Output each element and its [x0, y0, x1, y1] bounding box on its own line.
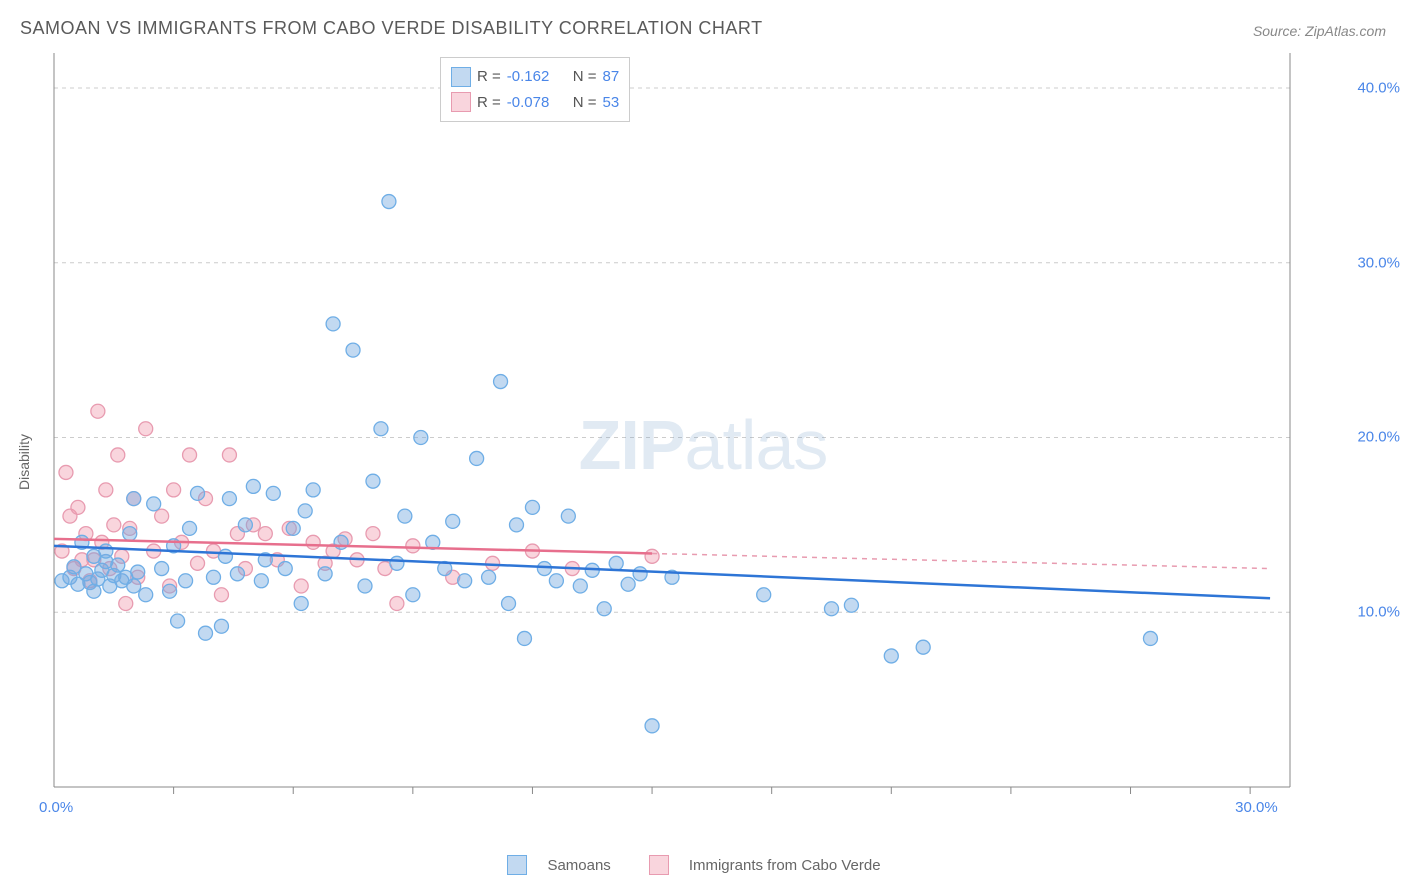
y-tick-label: 20.0% — [1357, 429, 1400, 446]
series-legend: Samoans Immigrants from Cabo Verde — [0, 855, 1406, 875]
corr-row: R = -0.078 N = 53 — [451, 90, 619, 116]
correlation-legend: R = -0.162 N = 87 R = -0.078 N = 53 — [440, 57, 630, 122]
chart-container: Disability ZIPatlas R = -0.162 N = 87 R … — [0, 47, 1406, 877]
y-axis-label: Disability — [16, 434, 32, 490]
legend-label: Samoans — [547, 857, 610, 874]
chart-plot — [50, 47, 1350, 817]
legend-swatch — [451, 92, 471, 112]
y-tick-label: 10.0% — [1357, 604, 1400, 621]
legend-swatch — [649, 855, 669, 875]
y-tick-label: 40.0% — [1357, 79, 1400, 96]
y-tick-label: 30.0% — [1357, 254, 1400, 271]
chart-source: Source: ZipAtlas.com — [1253, 23, 1386, 39]
chart-title: SAMOAN VS IMMIGRANTS FROM CABO VERDE DIS… — [20, 18, 763, 39]
x-tick-label: 30.0% — [1235, 799, 1278, 816]
x-tick-label: 0.0% — [39, 799, 73, 816]
legend-swatch — [451, 67, 471, 87]
legend-label: Immigrants from Cabo Verde — [689, 857, 881, 874]
legend-swatch — [507, 855, 527, 875]
corr-row: R = -0.162 N = 87 — [451, 64, 619, 90]
